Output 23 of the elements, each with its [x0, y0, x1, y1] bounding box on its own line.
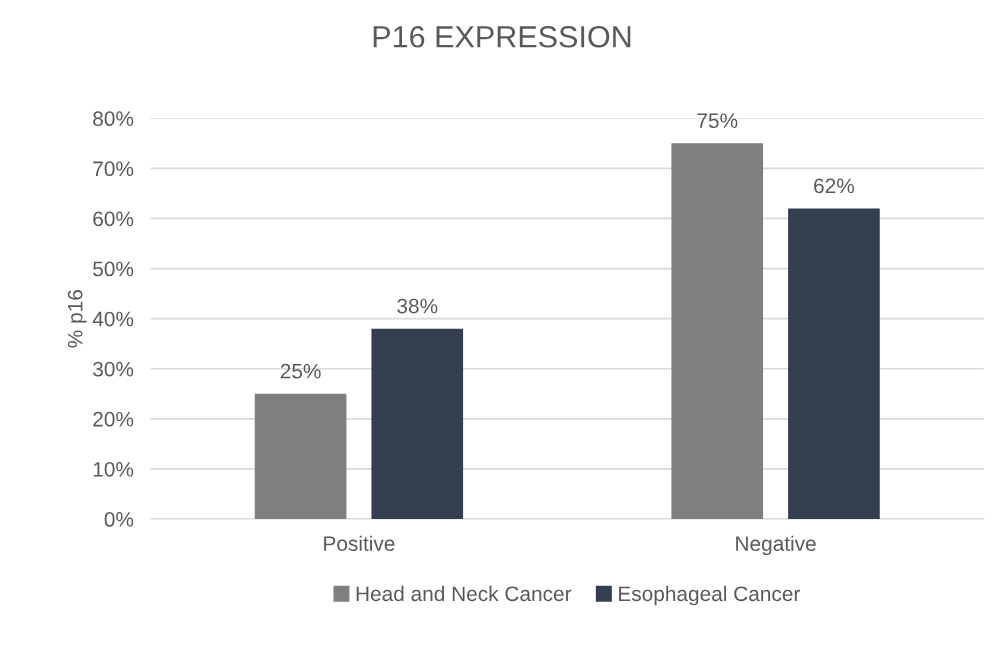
- y-tick-label: 60%: [93, 211, 134, 227]
- data-label: 25%: [280, 363, 321, 379]
- y-axis-title: % p16: [67, 290, 87, 348]
- legend-label: Head and Neck Cancer: [356, 585, 572, 602]
- y-tick-label: 0%: [104, 512, 134, 527]
- bar: [788, 208, 880, 520]
- data-label: 75%: [697, 113, 738, 129]
- chart-title: P16 EXPRESSION: [373, 25, 631, 48]
- y-tick-label: 70%: [93, 161, 134, 177]
- data-label: 62%: [814, 178, 855, 194]
- y-tick-label: 30%: [93, 361, 134, 377]
- legend-label: Esophageal Cancer: [619, 585, 801, 606]
- y-tick-label: 40%: [92, 311, 134, 327]
- bar: [254, 393, 347, 520]
- y-tick-label: 20%: [93, 411, 134, 427]
- y-tick-label: 10%: [93, 461, 134, 477]
- bar: [671, 143, 764, 520]
- bar: [371, 328, 464, 520]
- x-tick-label: Negative: [736, 535, 816, 556]
- x-tick-label: Positive: [324, 535, 395, 551]
- y-tick-label: 50%: [93, 261, 134, 277]
- y-tick-label: 80%: [93, 111, 134, 127]
- data-label: 38%: [397, 298, 438, 314]
